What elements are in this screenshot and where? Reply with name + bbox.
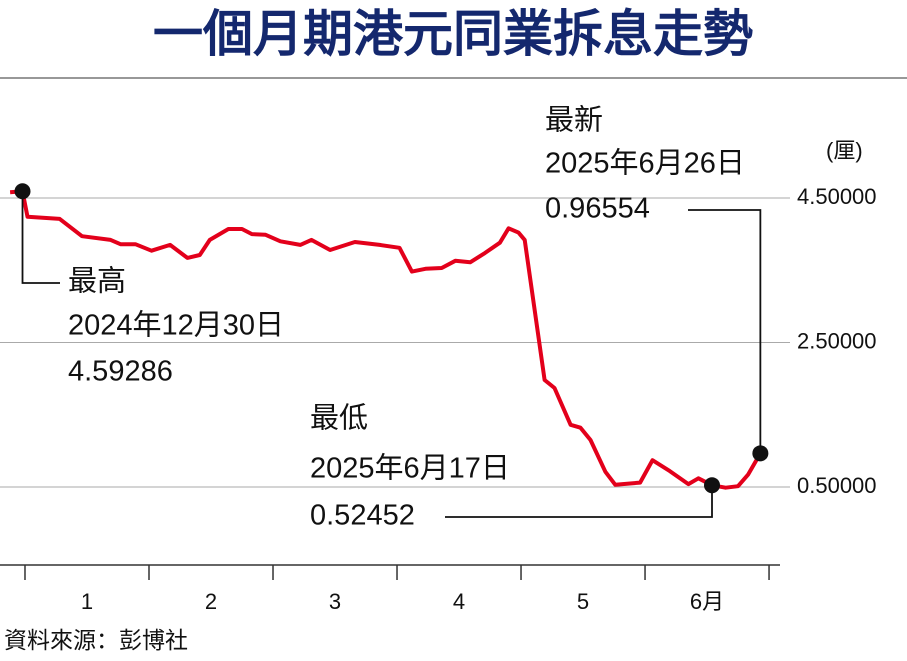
x-tick-label: 4 [453, 589, 465, 614]
x-tick-label: 6月 [690, 589, 724, 614]
annotation-date: 2025年6月26日 [545, 147, 745, 180]
y-unit: (厘) [826, 138, 863, 163]
annotation-label: 最低 [310, 402, 368, 435]
annotation-leader [445, 485, 713, 518]
annotation-date: 2024年12月30日 [68, 309, 284, 342]
annotation-date: 2025年6月17日 [310, 452, 510, 485]
annotation-value: 4.59286 [68, 356, 173, 388]
x-tick-label: 3 [329, 589, 341, 614]
x-tick-label: 5 [577, 589, 589, 614]
annotation-leader [688, 209, 762, 454]
annotation-label: 最高 [68, 265, 126, 298]
line-series [9, 189, 763, 490]
annotation-dot [703, 477, 720, 494]
y-tick-label: 0.50000 [797, 473, 877, 498]
x-tick-label: 2 [205, 589, 217, 614]
x-tick-label: 1 [81, 589, 93, 614]
source: 資料來源：彭博社 [4, 627, 188, 653]
annotation-leader [21, 191, 60, 284]
annotation-dot [752, 445, 769, 462]
annotation-value: 0.96554 [545, 193, 650, 225]
chart-title: 一個月期港元同業拆息走勢 [153, 6, 753, 62]
annotation-value: 0.52452 [310, 500, 415, 532]
annotation-dot [14, 183, 31, 200]
annotation-label: 最新 [545, 104, 603, 137]
y-tick-label: 2.50000 [797, 328, 877, 353]
y-tick-label: 4.50000 [797, 184, 877, 209]
